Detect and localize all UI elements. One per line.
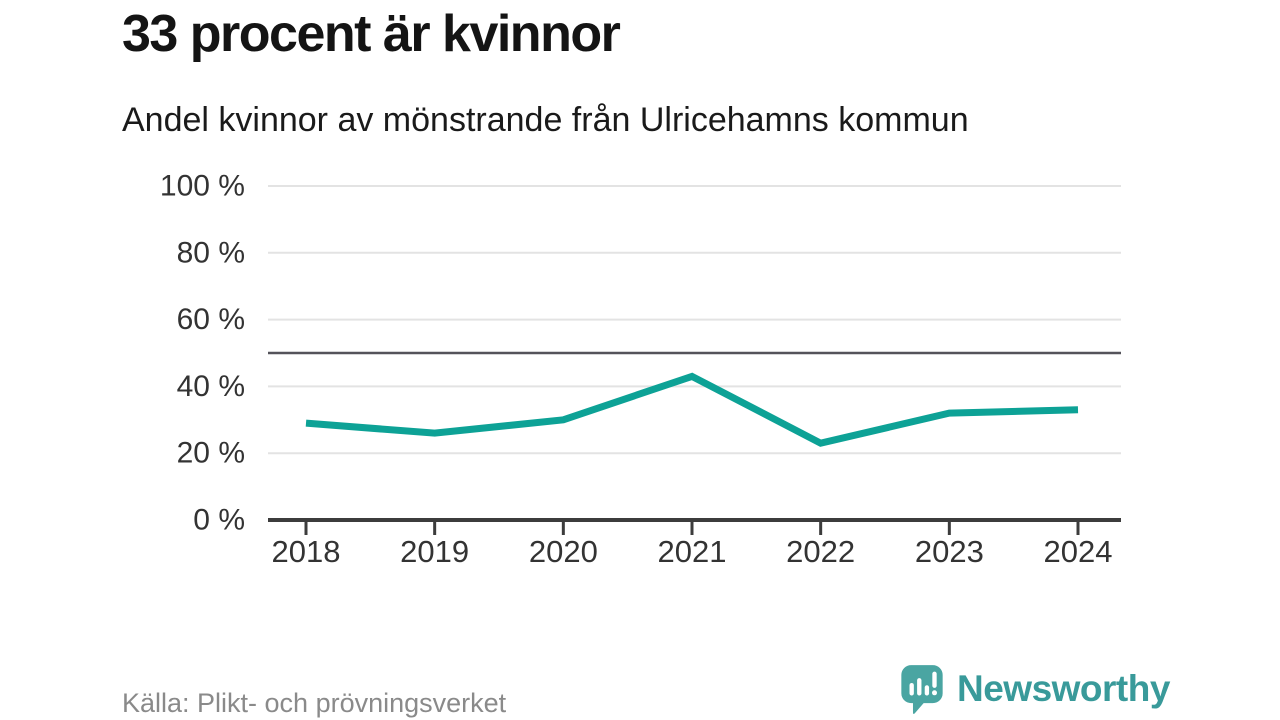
bar-chart-speech-bubble-icon	[901, 665, 943, 714]
newsworthy-wordmark: Newsworthy	[957, 668, 1170, 709]
source-note: Källa: Plikt- och prövningsverket	[122, 688, 507, 718]
x-tick-label: 2021	[658, 534, 727, 569]
x-tick-label: 2023	[915, 534, 984, 569]
y-tick-label: 0 %	[193, 504, 245, 537]
y-tick-label: 100 %	[160, 170, 245, 203]
chart-title: 33 procent är kvinnor	[122, 5, 621, 63]
x-tick-label: 2019	[400, 534, 469, 569]
y-tick-label: 20 %	[177, 437, 245, 470]
x-tick-label: 2018	[272, 534, 341, 569]
y-tick-label: 60 %	[177, 303, 245, 336]
data-line-series	[305, 372, 1079, 447]
newsworthy-logo: Newsworthy	[900, 664, 1170, 714]
x-tick-label: 2022	[786, 534, 855, 569]
y-tick-label: 40 %	[177, 370, 245, 403]
y-tick-label: 80 %	[177, 236, 245, 269]
x-tick-label: 2024	[1044, 534, 1113, 569]
x-tick-label: 2020	[529, 534, 598, 569]
chart-subtitle: Andel kvinnor av mönstrande från Ulriceh…	[122, 101, 969, 139]
